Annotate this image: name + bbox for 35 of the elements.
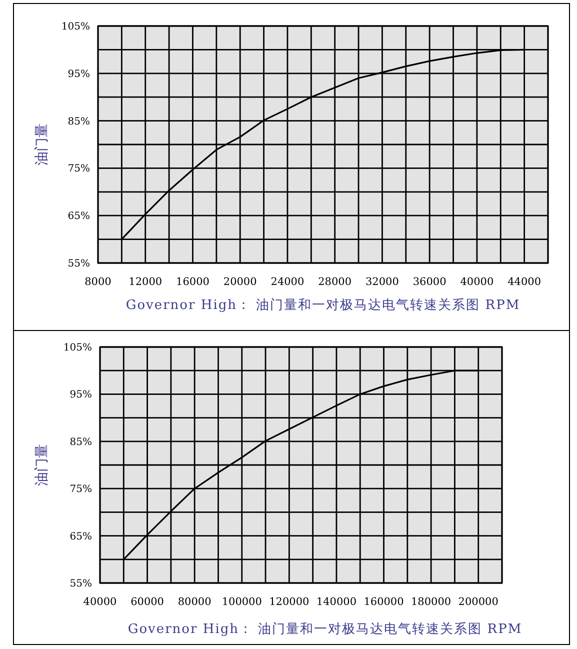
- y-tick-label: 105%: [61, 22, 90, 32]
- x-tick-label: 32000: [366, 276, 399, 288]
- x-tick-label: 200000: [458, 596, 498, 608]
- x-tick-label: 36000: [412, 276, 446, 288]
- y-tick-label: 65%: [70, 531, 92, 542]
- y-axis-title: 油门量: [34, 124, 50, 166]
- x-tick-label: 120000: [269, 596, 310, 608]
- x-tick-label: 80000: [178, 596, 212, 608]
- x-tick-label: 40000: [460, 276, 494, 288]
- y-tick-label: 55%: [68, 258, 90, 270]
- x-tick-label: 28000: [318, 276, 352, 288]
- x-tick-label: 20000: [223, 276, 257, 288]
- y-tick-label: 75%: [70, 484, 92, 496]
- x-tick-label: 60000: [130, 596, 164, 608]
- x-axis-title: Governor High： 油门量和一对极马达电气转速关系图 RPM: [128, 621, 522, 637]
- x-tick-label: 24000: [270, 276, 304, 288]
- x-tick-label: 180000: [411, 596, 452, 608]
- y-tick-label: 85%: [70, 436, 92, 448]
- x-tick-label: 40000: [83, 596, 117, 608]
- y-tick-label: 75%: [68, 164, 90, 175]
- y-tick-label: 105%: [63, 342, 92, 354]
- y-axis-title: 油门量: [34, 444, 50, 486]
- x-tick-label: 140000: [316, 596, 357, 608]
- x-tick-label: 8000: [84, 276, 112, 288]
- x-tick-label: 44000: [508, 276, 542, 288]
- x-tick-label: 100000: [222, 596, 262, 608]
- y-tick-label: 85%: [68, 116, 90, 128]
- x-tick-label: 16000: [176, 276, 210, 288]
- y-tick-label: 95%: [70, 390, 92, 401]
- x-tick-label: 12000: [128, 276, 162, 288]
- y-tick-label: 65%: [68, 211, 90, 222]
- y-tick-label: 95%: [68, 68, 90, 80]
- y-tick-label: 55%: [70, 578, 92, 590]
- x-axis-title: Governor High： 油门量和一对极马达电气转速关系图 RPM: [126, 297, 520, 313]
- x-tick-label: 160000: [364, 596, 404, 608]
